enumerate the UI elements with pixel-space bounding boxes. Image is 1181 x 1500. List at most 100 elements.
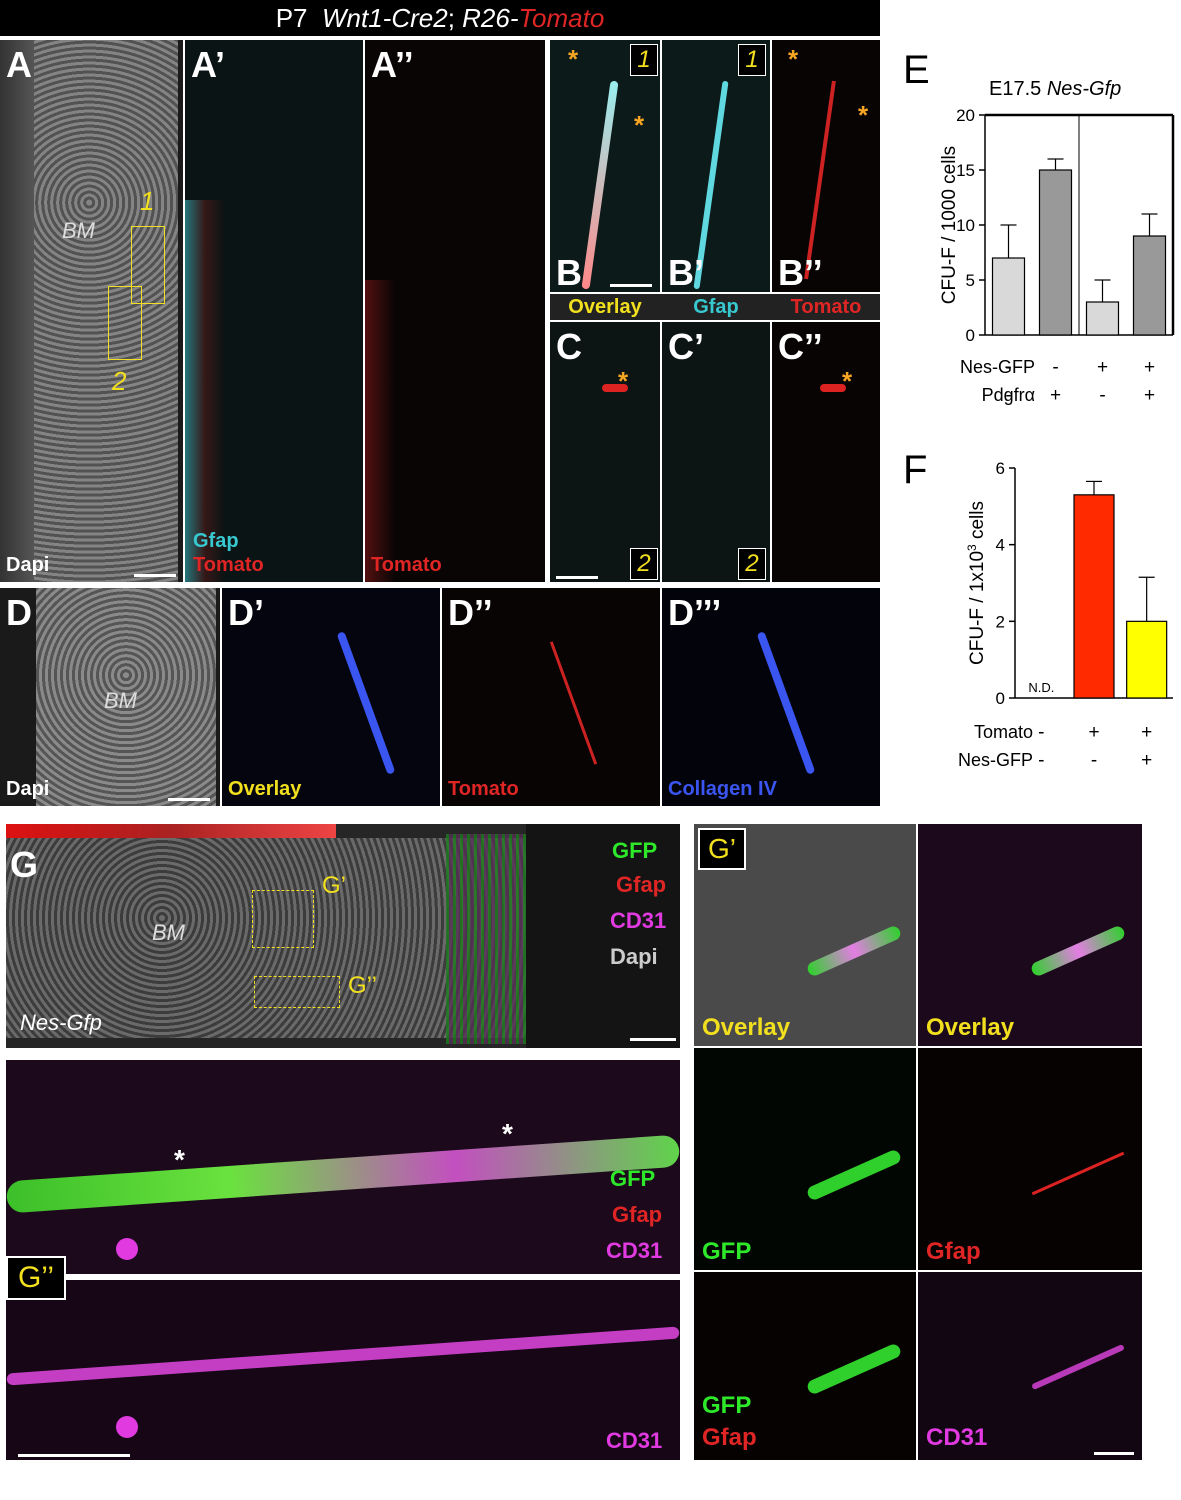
panel-d-triple-prime-channel: Collagen IV xyxy=(668,778,777,800)
panel-g-box-g1-label: G’ xyxy=(322,872,346,899)
panel-a-channel: Dapi xyxy=(6,554,50,576)
panel-g1-cell-label-1: Overlay xyxy=(702,1014,791,1041)
chart-f-row-0-sign-0: - xyxy=(1038,722,1044,743)
panel-d-double-prime: D’’ Tomato xyxy=(442,588,660,806)
header-age: P7 xyxy=(275,3,308,33)
panel-g-legend-cd31: CD31 xyxy=(610,908,667,933)
chart-e-row-1-sign-2: - xyxy=(1099,385,1105,406)
panel-a-periosteum xyxy=(0,40,34,582)
panel-g2-top-cell xyxy=(116,1238,138,1260)
panel-a-prime-channel-gfap: Gfap xyxy=(193,530,239,552)
chart-e-ytick-label-4: 20 xyxy=(956,106,975,125)
panel-g1-vessel-2 xyxy=(1029,924,1127,978)
panel-c-double-prime-asterisk: * xyxy=(842,366,853,396)
panel-c-prime-box-number: 2 xyxy=(738,548,766,580)
chart-e-row-0-sign-3: + xyxy=(1144,357,1155,378)
panel-g2-bottom-cell xyxy=(116,1416,138,1438)
panel-b-fiber xyxy=(581,80,619,290)
panel-g2-top-vessel xyxy=(6,1134,680,1214)
panel-a-prime: A’ Gfap Tomato xyxy=(185,40,363,582)
panel-g2-letter-box: G’’ xyxy=(6,1256,66,1300)
panel-a-bm-label: BM xyxy=(62,218,95,243)
panel-b-double-prime-asterisk-2: * xyxy=(858,100,869,130)
chart-e-title: E17.5 Nes-Gfp xyxy=(989,78,1121,101)
panel-c-double-prime: * C’’ xyxy=(772,322,880,582)
panel-b-double-prime-letter: B’’ xyxy=(778,252,823,292)
chart-f-ylabel-superscript: 3 xyxy=(965,544,979,551)
panel-d: D BM Dapi xyxy=(0,588,220,806)
panel-g1-cell-label-5a: GFP xyxy=(702,1392,752,1419)
panel-d-double-prime-letter: D’’ xyxy=(448,592,493,633)
chart-e-row-label-0: Nes-GFP xyxy=(960,357,1035,377)
panel-d-bm-label: BM xyxy=(104,688,137,713)
panel-g1-cell-gfp-gfap: GFP Gfap xyxy=(694,1272,916,1460)
b-channel-strip xyxy=(550,294,880,320)
panel-a-double-prime: A’’ Tomato xyxy=(365,40,545,582)
panel-d-channel: Dapi xyxy=(6,778,50,800)
panel-c-cell xyxy=(602,384,628,392)
chart-e-bar-1 xyxy=(1038,169,1073,336)
chart-f-nd-label: N.D. xyxy=(1028,680,1054,695)
panel-a-prime-channel-tomato: Tomato xyxy=(193,554,264,576)
panel-c-asterisk: * xyxy=(618,366,629,396)
panel-b-prime-box-number: 1 xyxy=(738,44,766,76)
panel-c-prime: C’ 2 xyxy=(662,322,770,582)
panel-a-box-2-label: 2 xyxy=(112,366,127,396)
panel-g2-bottom: CD31 xyxy=(6,1280,680,1460)
chart-f-ytick-label-3: 6 xyxy=(996,459,1005,478)
chart-e-bar-3 xyxy=(1132,235,1167,336)
panel-a-double-prime-red-edge xyxy=(365,280,395,582)
panel-g-box-g1 xyxy=(252,890,314,948)
panel-g2-legend-cd31: CD31 xyxy=(606,1238,663,1263)
panel-d-prime-vessel xyxy=(336,631,396,775)
chart-f-row-label-0: Tomato xyxy=(974,722,1033,742)
panel-c-double-prime-letter: C’’ xyxy=(778,326,823,367)
header-reporter-color: Tomato xyxy=(518,3,605,33)
panel-a-box-1-label: 1 xyxy=(140,186,155,216)
chart-e-title-age: E17.5 xyxy=(989,78,1042,100)
panel-b-prime-channel: Gfap xyxy=(693,296,739,318)
chart-e-row-0-sign-0: - xyxy=(1005,357,1011,378)
chart-e-row-1-sign-3: + xyxy=(1144,385,1155,406)
panel-g2-legend-gfap: Gfap xyxy=(612,1202,663,1227)
chart-e-ytick-label-1: 5 xyxy=(966,271,975,290)
panel-g1-cell-gfap: Gfap xyxy=(918,1048,1142,1270)
panel-b-prime: 1 B’ xyxy=(662,40,770,292)
panel-g-top-red-band xyxy=(6,824,336,838)
panel-d-prime: D’ Overlay xyxy=(222,588,440,806)
panel-b-scale-bar xyxy=(610,284,652,287)
panel-g2-bottom-vessel xyxy=(6,1326,680,1386)
chart-e: E E17.5 Nes-Gfp 0 5 10 15 20 CFU-F / 1000 cel… xyxy=(895,30,1181,420)
panel-d-prime-letter: D’ xyxy=(228,592,264,633)
panel-g-growth-plate xyxy=(446,834,526,1044)
panel-g2-legend-gfp: GFP xyxy=(610,1166,656,1191)
panel-b-asterisk-1: * xyxy=(568,44,579,74)
chart-f-row-0-sign-2: + xyxy=(1141,722,1152,743)
chart-e-letter: E xyxy=(903,48,930,92)
chart-f-ytick-label-0: 0 xyxy=(996,689,1005,708)
chart-f-bar-2 xyxy=(1126,620,1168,699)
chart-f-row-1-sign-1: - xyxy=(1091,750,1097,771)
panel-b: * * 1 B xyxy=(550,40,660,292)
chart-f-row-0-sign-1: + xyxy=(1088,722,1099,743)
panel-g-marrow xyxy=(6,838,526,1038)
chart-f-letter: F xyxy=(903,448,928,492)
panel-a-scale-bar xyxy=(134,574,176,577)
chart-e-row-label-1: Pdgfrα xyxy=(982,385,1035,405)
panel-g-bm-label: BM xyxy=(152,920,185,945)
panel-d-scale-bar xyxy=(168,798,210,801)
chart-f-ytick-label-1: 2 xyxy=(996,612,1005,631)
panel-a-double-prime-letter: A’’ xyxy=(371,44,414,85)
panel-g: G’ G’’ G BM Nes-Gfp GFP Gfap CD31 Dapi xyxy=(6,824,680,1048)
panel-g2-bottom-channel: CD31 xyxy=(606,1428,663,1453)
header-reporter: R26- xyxy=(462,3,519,33)
panel-g-genotype: Nes-Gfp xyxy=(20,1010,102,1035)
panel-g-legend-gfap: Gfap xyxy=(616,872,667,897)
panel-d-double-prime-channel: Tomato xyxy=(448,778,519,800)
chart-f-row-1-sign-2: + xyxy=(1141,750,1152,771)
panel-g-box-g2-label: G’’ xyxy=(348,972,377,999)
chart-f-bar-1 xyxy=(1073,494,1115,699)
chart-f: F 0 2 4 6 CFU-F / 1x103 cells N.D. Tomato - + + Ne… xyxy=(895,440,1181,810)
panel-b-box-number: 1 xyxy=(630,44,658,76)
panel-g1-vessel-6 xyxy=(1031,1343,1125,1391)
